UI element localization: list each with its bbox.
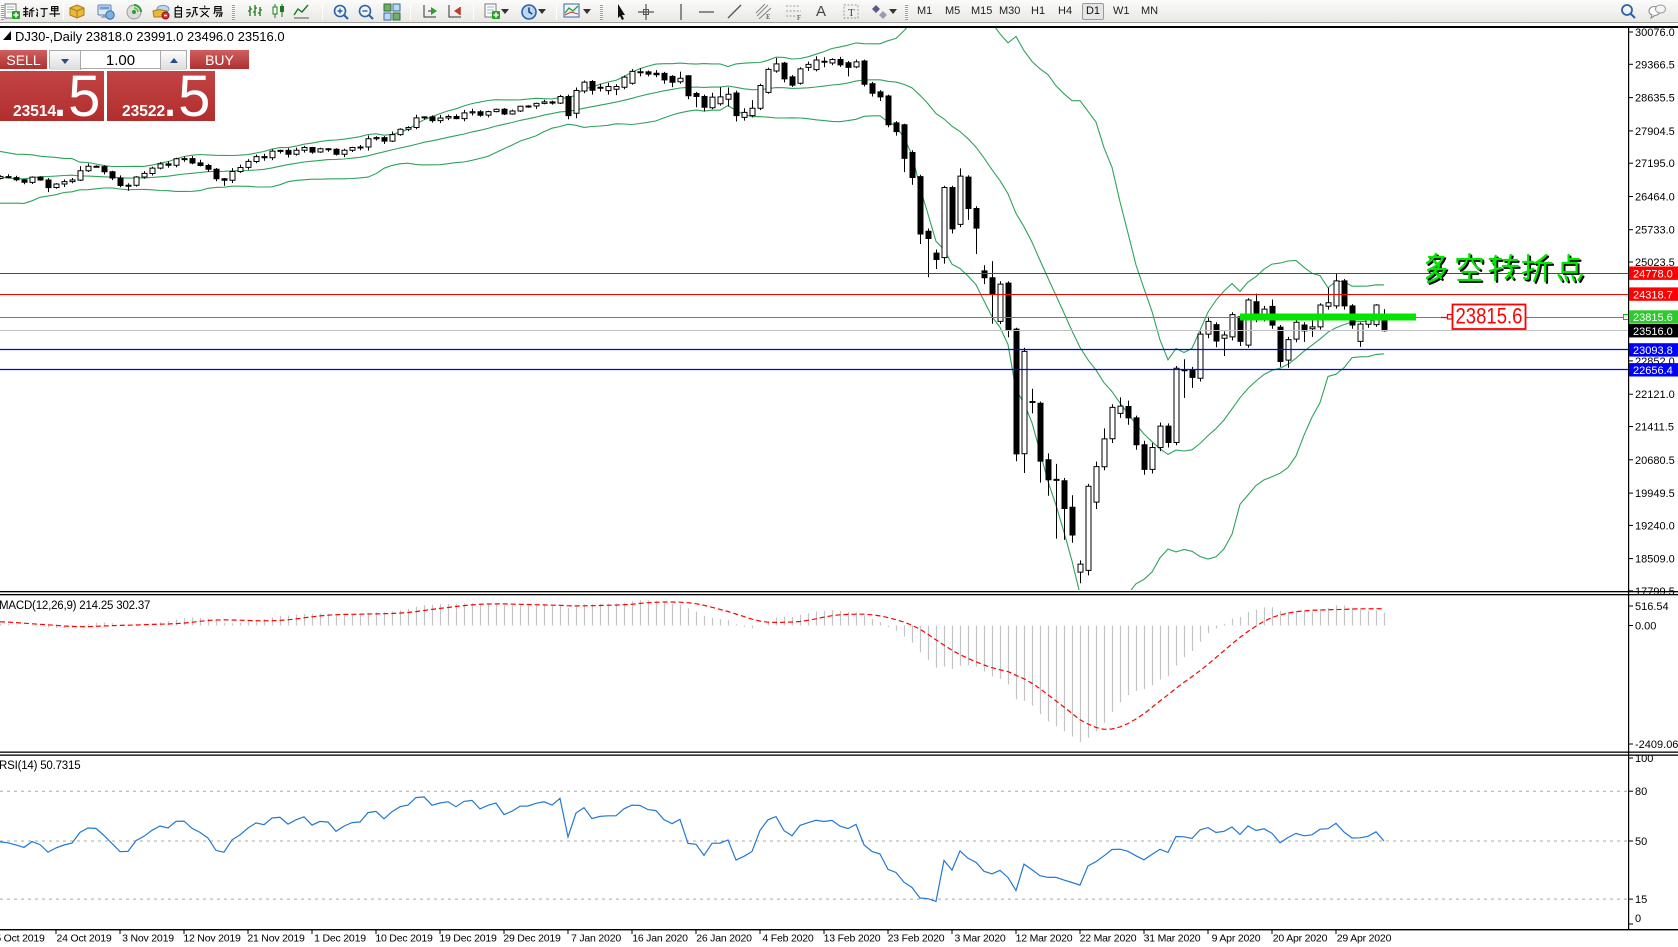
svg-text:23815.6: 23815.6 — [1456, 304, 1523, 329]
svg-text:31 Mar 2020: 31 Mar 2020 — [1144, 933, 1201, 945]
svg-text:15: 15 — [1635, 894, 1647, 906]
svg-text:29 Dec 2019: 29 Dec 2019 — [503, 933, 561, 945]
svg-text:19240.0: 19240.0 — [1635, 520, 1675, 532]
svg-text:23516.0: 23516.0 — [1633, 326, 1673, 338]
svg-text:12 Mar 2020: 12 Mar 2020 — [1016, 933, 1073, 945]
svg-text:80: 80 — [1635, 786, 1647, 798]
svg-text:20 Apr 2020: 20 Apr 2020 — [1273, 933, 1328, 945]
svg-text:0: 0 — [1635, 913, 1641, 925]
svg-text:27195.0: 27195.0 — [1635, 158, 1675, 170]
svg-text:16 Jan 2020: 16 Jan 2020 — [632, 933, 688, 945]
svg-text:19 Dec 2019: 19 Dec 2019 — [439, 933, 497, 945]
svg-text:24778.0: 24778.0 — [1633, 268, 1673, 280]
svg-text:9 Apr 2020: 9 Apr 2020 — [1212, 933, 1261, 945]
svg-text:24318.7: 24318.7 — [1633, 289, 1673, 301]
svg-text:30076.0: 30076.0 — [1635, 27, 1675, 39]
svg-text:25733.0: 25733.0 — [1635, 225, 1675, 237]
svg-text:20680.5: 20680.5 — [1635, 455, 1675, 467]
svg-text:29366.5: 29366.5 — [1635, 59, 1675, 71]
svg-text:27904.5: 27904.5 — [1635, 126, 1675, 138]
svg-text:3 Nov 2019: 3 Nov 2019 — [122, 933, 174, 945]
svg-text:DJ30-,Daily 23818.0 23991.0 2: DJ30-,Daily 23818.0 23991.0 23496.0 2351… — [15, 29, 285, 44]
svg-text:MACD(12,26,9) 214.25 302.37: MACD(12,26,9) 214.25 302.37 — [0, 600, 150, 612]
svg-text:5 Oct 2019: 5 Oct 2019 — [0, 933, 45, 945]
svg-text:26 Jan 2020: 26 Jan 2020 — [696, 933, 752, 945]
svg-text:RSI(14) 50.7315: RSI(14) 50.7315 — [0, 760, 80, 772]
svg-text:25023.5: 25023.5 — [1635, 257, 1675, 269]
svg-text:28635.5: 28635.5 — [1635, 93, 1675, 105]
svg-text:12 Nov 2019: 12 Nov 2019 — [183, 933, 241, 945]
svg-text:10 Dec 2019: 10 Dec 2019 — [375, 933, 433, 945]
svg-text:T: T — [848, 7, 855, 19]
svg-text:22 Mar 2020: 22 Mar 2020 — [1080, 933, 1137, 945]
svg-text:3 Mar 2020: 3 Mar 2020 — [954, 933, 1005, 945]
svg-text:18509.0: 18509.0 — [1635, 554, 1675, 566]
svg-text:23093.8: 23093.8 — [1633, 345, 1673, 357]
svg-text:1 Dec 2019: 1 Dec 2019 — [314, 933, 366, 945]
svg-text:17799.5: 17799.5 — [1635, 586, 1675, 598]
svg-text:50: 50 — [1635, 836, 1647, 848]
svg-text:13 Feb 2020: 13 Feb 2020 — [824, 933, 881, 945]
svg-text:100: 100 — [1635, 753, 1653, 765]
svg-text:0.00: 0.00 — [1635, 621, 1656, 633]
svg-text:F: F — [797, 14, 801, 21]
svg-text:21 Nov 2019: 21 Nov 2019 — [247, 933, 305, 945]
svg-text:23 Feb 2020: 23 Feb 2020 — [888, 933, 945, 945]
svg-text:19949.5: 19949.5 — [1635, 488, 1675, 500]
svg-text:29 Apr 2020: 29 Apr 2020 — [1337, 933, 1392, 945]
svg-text:26464.0: 26464.0 — [1635, 192, 1675, 204]
svg-text:21411.5: 21411.5 — [1635, 422, 1674, 434]
svg-text:4 Feb 2020: 4 Feb 2020 — [762, 933, 813, 945]
svg-text:516.54: 516.54 — [1635, 601, 1669, 613]
svg-text:22656.4: 22656.4 — [1633, 365, 1673, 377]
svg-text:7 Jan 2020: 7 Jan 2020 — [571, 933, 621, 945]
svg-text:22121.0: 22121.0 — [1635, 389, 1675, 401]
svg-text:24 Oct 2019: 24 Oct 2019 — [56, 933, 111, 945]
svg-text:-2409.06: -2409.06 — [1635, 739, 1678, 751]
svg-text:23815.6: 23815.6 — [1633, 312, 1673, 324]
svg-text:E: E — [766, 13, 770, 21]
